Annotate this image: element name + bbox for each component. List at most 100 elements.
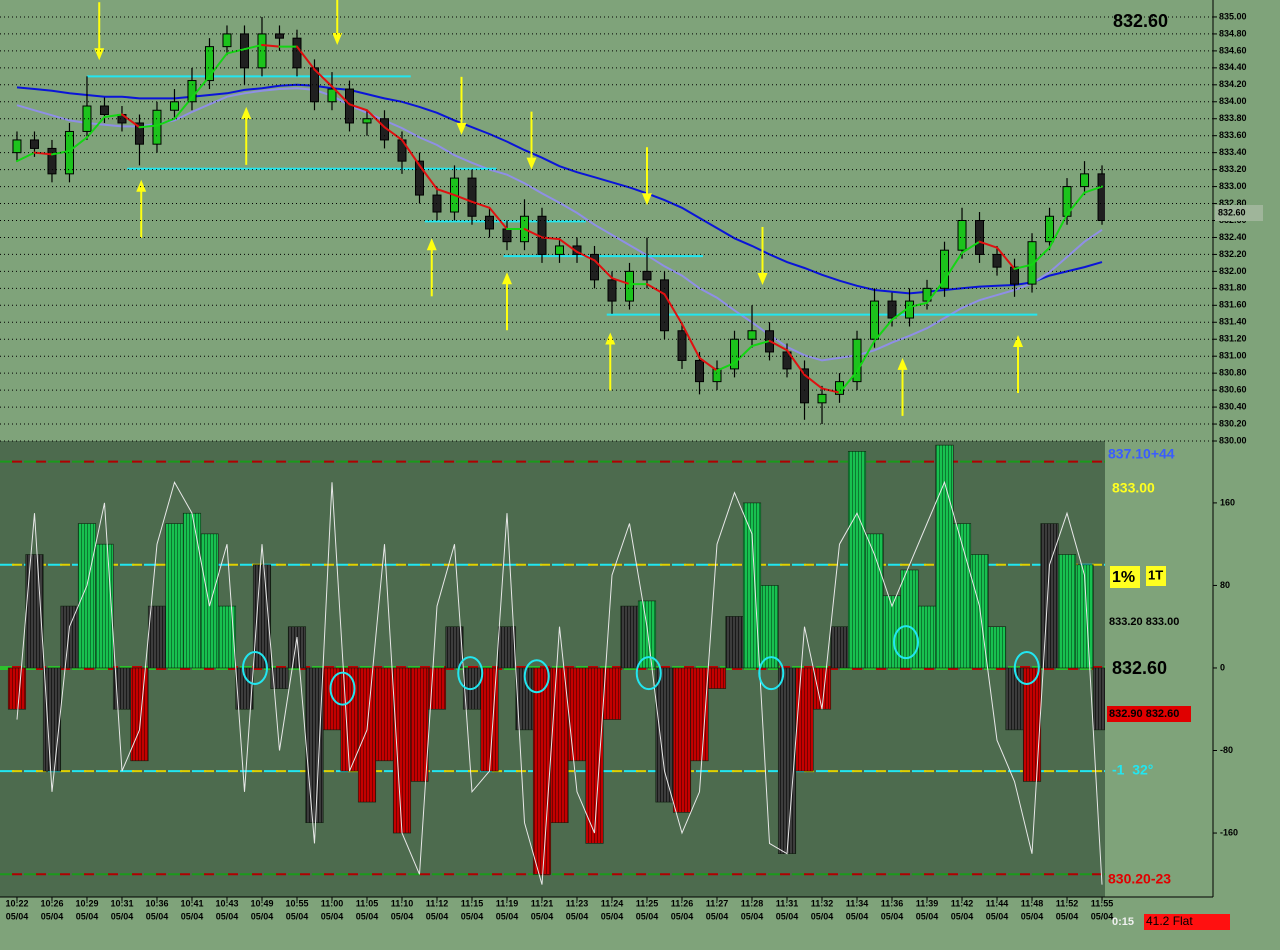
- annotation: -1 32°: [1112, 762, 1153, 778]
- x-tick-date: 05/04: [986, 911, 1009, 921]
- candle-body: [800, 368, 810, 404]
- x-tick-date: 05/04: [41, 911, 64, 921]
- fast-line: [646, 283, 666, 296]
- arrow-head: [136, 179, 147, 192]
- fast-line: [173, 96, 193, 120]
- fast-line: [1013, 263, 1034, 270]
- histogram-bar: [672, 667, 692, 813]
- fast-line: [225, 48, 246, 55]
- fast-line: [1066, 191, 1086, 216]
- histogram-bar: [1075, 564, 1094, 669]
- fast-line: [488, 206, 508, 230]
- fast-line: [365, 109, 386, 129]
- fast-line: [120, 113, 141, 129]
- annotation: 833.20 833.00: [1109, 616, 1179, 628]
- candle-body: [992, 253, 1002, 268]
- x-tick-date: 05/04: [601, 911, 624, 921]
- x-tick-label: 10:22: [5, 898, 28, 908]
- fast-line: [768, 339, 789, 352]
- oscillator-plot: [0, 444, 1105, 885]
- fast-line: [716, 361, 736, 372]
- x-tick-date: 05/04: [776, 911, 799, 921]
- annotation-circle: [329, 671, 356, 706]
- fast-line: [295, 45, 316, 71]
- y-tick-label: 833.00: [1219, 181, 1247, 191]
- candle-body: [309, 67, 319, 103]
- y-tick-label: 834.20: [1219, 79, 1247, 89]
- histogram-bar: [287, 626, 307, 669]
- fast-line: [313, 68, 333, 88]
- candle-body: [467, 177, 477, 217]
- fast-line: [961, 240, 981, 254]
- arrow-head: [526, 157, 537, 170]
- fast-line: [558, 238, 579, 253]
- candle-body: [607, 279, 617, 302]
- fast-line: [611, 277, 631, 286]
- fast-line: [348, 103, 368, 112]
- histogram-bar: [322, 667, 342, 731]
- histogram-bar: [1005, 667, 1024, 731]
- fast-line: [943, 251, 964, 281]
- x-tick-label: 11:23: [566, 898, 589, 908]
- histogram-bar: [567, 667, 587, 762]
- y-tick-label: 831.60: [1219, 300, 1247, 310]
- candle-body: [747, 330, 757, 340]
- fast-line: [751, 339, 771, 348]
- fast-line: [85, 116, 106, 139]
- fast-line: [68, 136, 88, 152]
- candle-body: [730, 338, 740, 370]
- histogram-bar: [182, 512, 202, 669]
- fast-line: [663, 293, 684, 325]
- x-tick-label: 11:21: [531, 898, 554, 908]
- candle-body: [274, 33, 284, 39]
- x-tick-date: 05/04: [216, 911, 239, 921]
- arrow-head: [332, 32, 343, 45]
- histogram-bar: [497, 626, 517, 669]
- histogram-bar: [550, 667, 569, 824]
- x-tick-label: 11:00: [321, 898, 344, 908]
- x-tick-label: 10:43: [215, 898, 238, 908]
- candle-body: [99, 105, 109, 115]
- fast-line: [418, 164, 438, 191]
- fast-line: [838, 370, 859, 394]
- x-tick-label: 11:24: [601, 898, 624, 908]
- histogram-bar: [77, 523, 97, 669]
- fast-line: [138, 124, 158, 129]
- x-tick-label: 11:19: [496, 898, 519, 908]
- x-tick-label: 11:44: [986, 898, 1009, 908]
- candle-body: [257, 33, 267, 69]
- histogram-bar: [165, 523, 184, 669]
- y-tick-label: 831.40: [1219, 317, 1247, 327]
- histogram-bar: [7, 667, 27, 710]
- candle-body: [502, 228, 512, 243]
- histogram-bar: [917, 605, 937, 669]
- candle-body: [1027, 241, 1037, 285]
- candle-body: [47, 147, 57, 175]
- annotation: 830.20-23: [1108, 871, 1171, 887]
- fast-line: [330, 85, 351, 106]
- histogram-bar: [707, 667, 727, 689]
- x-tick-date: 05/04: [531, 911, 554, 921]
- histogram-bar: [847, 451, 867, 669]
- y-tick-label: 830.40: [1219, 401, 1247, 411]
- candle-body: [152, 109, 162, 145]
- x-tick-label: 11:39: [916, 898, 939, 908]
- fast-line: [786, 349, 806, 376]
- candle-body: [1010, 266, 1020, 285]
- fast-line: [190, 75, 211, 99]
- arrow-head: [426, 238, 437, 251]
- candle-body: [362, 118, 372, 124]
- fast-line: [856, 339, 876, 373]
- y-tick-label: 833.80: [1219, 113, 1247, 123]
- histogram-bar: [147, 605, 167, 669]
- annotation: 832.90 832.60: [1109, 708, 1179, 720]
- candle-body: [29, 139, 39, 149]
- histogram-bar: [200, 533, 219, 669]
- histogram-bar: [795, 667, 814, 772]
- fast-line: [208, 52, 228, 78]
- x-tick-label: 11:36: [881, 898, 904, 908]
- candle-body: [1045, 215, 1055, 243]
- x-tick-label: 10:41: [180, 898, 203, 908]
- histogram-bar: [532, 667, 552, 875]
- candle-body: [852, 338, 862, 383]
